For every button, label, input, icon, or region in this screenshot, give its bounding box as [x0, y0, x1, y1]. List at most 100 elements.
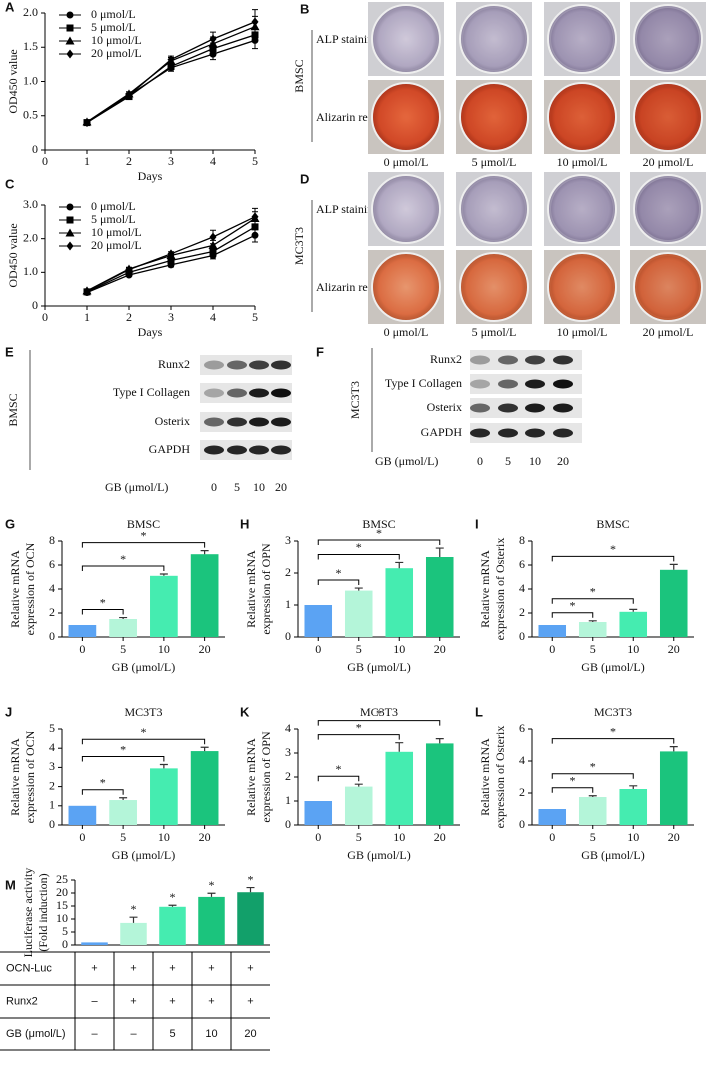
column-label: 0 μmol/L	[384, 325, 429, 339]
bar	[81, 942, 108, 945]
significance-bracket	[551, 738, 675, 744]
bar	[344, 590, 373, 637]
culture-well	[459, 252, 529, 322]
stain-overlay	[637, 86, 699, 148]
marker	[251, 231, 259, 239]
significance-bracket	[551, 612, 594, 618]
y-axis-label: Luciferase activity	[21, 868, 35, 958]
legend-marker	[66, 203, 74, 211]
x-tick-label: 5	[252, 310, 258, 324]
cell-label: MC3T3	[348, 381, 362, 419]
row-label: ALP staining	[316, 202, 379, 216]
y-tick-label: 1.0	[23, 73, 38, 87]
x-tick-label: 0	[315, 642, 321, 656]
marker	[167, 55, 175, 65]
bar	[304, 605, 333, 637]
y-tick-label: 2.0	[23, 5, 38, 19]
panel-letter: H	[240, 516, 249, 531]
table-row-label: GB (μmol/L)	[6, 1028, 66, 1040]
error-bar	[159, 573, 168, 576]
culture-well	[371, 82, 441, 152]
legend-label: 0 μmol/L	[91, 199, 136, 213]
stain-overlay	[463, 256, 525, 318]
significance-bracket	[81, 542, 206, 548]
bar	[304, 801, 333, 825]
bar	[109, 800, 137, 825]
protein-label: Runx2	[158, 357, 190, 371]
stain-overlay	[463, 8, 525, 70]
significance-bracket	[317, 775, 360, 782]
y-tick-label: 0	[519, 817, 525, 831]
blot-band	[553, 403, 573, 413]
x-axis-label: GB (μmol/L)	[105, 480, 168, 494]
panel-letter: J	[5, 704, 12, 719]
table-cell: –	[130, 1028, 137, 1040]
y-axis-label: Relative mRNA	[478, 550, 492, 628]
culture-well	[547, 252, 617, 322]
bar	[659, 751, 688, 825]
x-tick-label: 1	[84, 310, 90, 324]
y-tick-label: 1.5	[23, 39, 38, 53]
y-axis-label: Relative mRNA	[8, 550, 22, 628]
legend-label: 20 μmol/L	[91, 46, 142, 60]
x-tick-label: 20	[434, 642, 446, 656]
protein-label: Runx2	[430, 352, 462, 366]
significance-star: *	[100, 775, 106, 789]
blot-band	[525, 428, 545, 438]
significance-star: *	[131, 902, 137, 916]
blot-band	[271, 445, 291, 455]
x-tick-label: 2	[126, 154, 132, 168]
legend-marker	[66, 49, 74, 59]
error-bar	[129, 916, 138, 923]
blot-band	[204, 417, 224, 427]
panel-letter: D	[300, 171, 309, 186]
bar	[120, 922, 147, 945]
bar	[68, 625, 97, 637]
table-cell: +	[208, 995, 214, 1007]
x-tick-label: 5	[356, 830, 362, 844]
y-tick-label: 6	[519, 721, 525, 735]
y-tick-label: 6	[519, 557, 525, 571]
column-label: 5 μmol/L	[472, 155, 517, 169]
table-cell: +	[247, 962, 253, 974]
y-axis-label: OD450 value	[6, 223, 20, 287]
significance-star: *	[141, 528, 147, 542]
stain-overlay	[375, 256, 437, 318]
lane-label: 10	[253, 480, 265, 494]
table-cell: 20	[244, 1028, 256, 1040]
bar	[385, 751, 414, 825]
error-bar	[435, 547, 444, 557]
culture-well	[371, 4, 441, 74]
x-tick-label: 20	[668, 830, 680, 844]
blot-band	[470, 403, 490, 413]
table-cell: +	[169, 962, 175, 974]
culture-well	[371, 174, 441, 244]
significance-star: *	[610, 724, 616, 738]
stain-overlay	[463, 86, 525, 148]
x-tick-label: 4	[210, 310, 216, 324]
row-label: Alizarin red	[316, 110, 374, 124]
significance-bracket	[551, 787, 594, 793]
y-tick-label: 0	[519, 629, 525, 643]
y-axis-label: expression of OCN	[23, 730, 37, 823]
x-tick-label: 4	[210, 154, 216, 168]
stain-overlay	[637, 8, 699, 70]
marker	[209, 247, 217, 255]
bar	[578, 622, 607, 637]
column-label: 20 μmol/L	[643, 155, 694, 169]
x-tick-label: 20	[199, 642, 211, 656]
column-label: 5 μmol/L	[472, 325, 517, 339]
chart-title: BMSC	[596, 517, 629, 531]
x-axis-label: GB (μmol/L)	[581, 848, 644, 862]
y-tick-label: 0	[285, 629, 291, 643]
protein-label: GAPDH	[421, 425, 463, 439]
table-cell: +	[247, 995, 253, 1007]
y-axis-label: Relative mRNA	[244, 738, 258, 816]
table-cell: –	[91, 995, 98, 1007]
bar	[237, 892, 264, 945]
significance-bracket	[81, 789, 124, 795]
x-tick-label: 0	[42, 310, 48, 324]
marker	[167, 249, 175, 259]
marker	[125, 90, 133, 100]
